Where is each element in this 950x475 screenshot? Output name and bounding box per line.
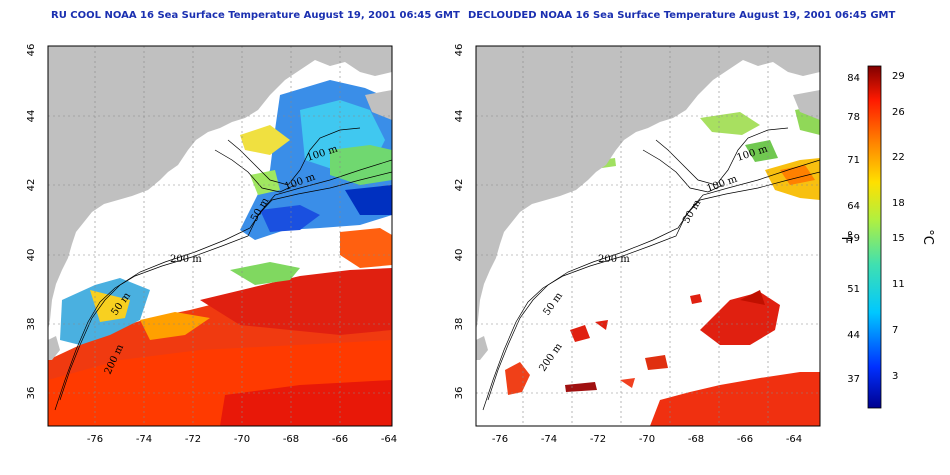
lon-tick-label: -72 bbox=[590, 434, 606, 445]
lat-tick-label: 46 bbox=[26, 44, 37, 57]
lat-tick-label: 42 bbox=[26, 179, 37, 192]
celsius-tick: 15 bbox=[892, 233, 905, 244]
fahrenheit-tick: 37 bbox=[847, 374, 860, 385]
lon-tick-label: -64 bbox=[381, 434, 397, 445]
celsius-tick: 26 bbox=[892, 107, 905, 118]
fahrenheit-tick: 84 bbox=[847, 73, 860, 84]
right-lon-axis: -76 -74 -72 -70 -68 -66 -64 bbox=[492, 434, 802, 445]
lat-tick-label: 38 bbox=[454, 318, 465, 331]
left-map-panel: 200 m 100 m 100 m 50 m 50 m 200 m bbox=[48, 46, 392, 426]
lon-tick-label: -76 bbox=[492, 434, 508, 445]
lon-tick-label: -68 bbox=[283, 434, 299, 445]
lon-tick-label: -66 bbox=[332, 434, 348, 445]
lat-tick-label: 36 bbox=[26, 387, 37, 400]
contour-label-200m-left: 200 m bbox=[170, 254, 202, 265]
temperature-colorbar: °F °C 84 78 71 64 59 51 44 37 29 26 22 1… bbox=[838, 65, 935, 409]
contour-label-200m-right: 200 m bbox=[598, 254, 630, 265]
lat-tick-label: 46 bbox=[454, 44, 465, 57]
lon-tick-label: -74 bbox=[136, 434, 152, 445]
lat-tick-label: 44 bbox=[454, 110, 465, 123]
lon-tick-label: -76 bbox=[87, 434, 103, 445]
celsius-tick: 7 bbox=[892, 325, 898, 336]
lat-tick-label: 44 bbox=[26, 110, 37, 123]
lon-tick-label: -64 bbox=[786, 434, 802, 445]
lon-tick-label: -74 bbox=[541, 434, 557, 445]
fahrenheit-tick: 64 bbox=[847, 201, 860, 212]
right-map-panel: 200 m 100 m 100 m 50 m 50 m 200 m bbox=[476, 46, 820, 426]
fahrenheit-tick: 71 bbox=[847, 155, 860, 166]
lat-tick-label: 38 bbox=[26, 318, 37, 331]
lat-tick-label: 42 bbox=[454, 179, 465, 192]
fahrenheit-tick: 44 bbox=[847, 330, 860, 341]
right-lat-axis: 36 38 40 42 44 46 bbox=[454, 44, 465, 400]
fahrenheit-unit-label: °F bbox=[838, 230, 853, 244]
fahrenheit-tick: 78 bbox=[847, 112, 860, 123]
celsius-unit-label: °C bbox=[920, 229, 935, 245]
left-map-frame bbox=[47, 45, 393, 427]
celsius-tick: 22 bbox=[892, 152, 905, 163]
lon-tick-label: -70 bbox=[234, 434, 250, 445]
lat-tick-label: 40 bbox=[26, 249, 37, 262]
left-lat-axis: 36 38 40 42 44 46 bbox=[26, 44, 37, 400]
fahrenheit-tick: 51 bbox=[847, 284, 860, 295]
right-map-frame bbox=[475, 45, 821, 427]
celsius-tick: 11 bbox=[892, 279, 905, 290]
celsius-tick: 3 bbox=[892, 371, 898, 382]
colorbar-gradient bbox=[867, 65, 882, 409]
lon-tick-label: -70 bbox=[639, 434, 655, 445]
lat-tick-label: 40 bbox=[454, 249, 465, 262]
right-map-title: DECLOUDED NOAA 16 Sea Surface Temperatur… bbox=[468, 10, 896, 21]
left-lon-axis: -76 -74 -72 -70 -68 -66 -64 bbox=[87, 434, 397, 445]
lon-tick-label: -72 bbox=[185, 434, 201, 445]
celsius-tick: 18 bbox=[892, 198, 905, 209]
celsius-tick: 29 bbox=[892, 71, 905, 82]
fahrenheit-tick: 59 bbox=[847, 233, 860, 244]
left-map-title: RU COOL NOAA 16 Sea Surface Temperature … bbox=[51, 10, 460, 21]
lon-tick-label: -68 bbox=[688, 434, 704, 445]
lat-tick-label: 36 bbox=[454, 387, 465, 400]
lon-tick-label: -66 bbox=[737, 434, 753, 445]
